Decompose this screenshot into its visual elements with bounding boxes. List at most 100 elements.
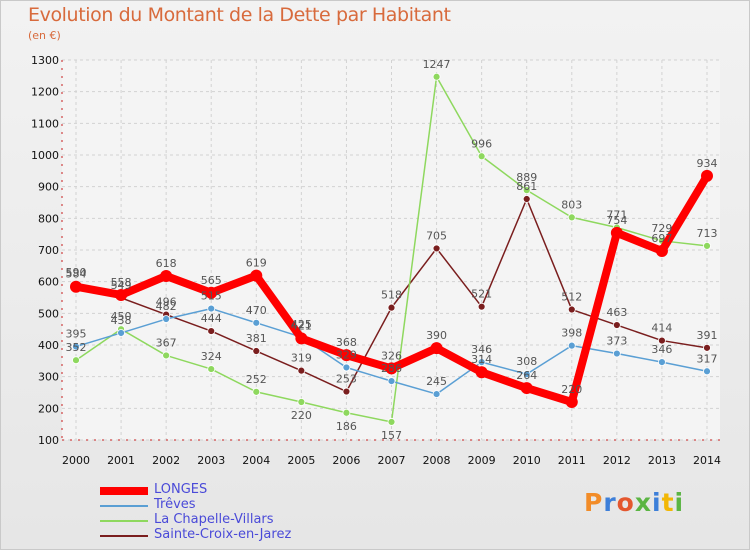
legend-swatch-treves xyxy=(100,505,148,507)
data-label-sainte-croix-en-jarez: 549 xyxy=(111,279,132,292)
data-point-longes xyxy=(295,332,308,345)
data-point-la-chapelle-villars xyxy=(342,408,351,417)
data-label-la-chapelle-villars: 889 xyxy=(516,171,537,184)
y-tick-label: 100 xyxy=(38,434,59,447)
data-point-treves xyxy=(207,304,216,313)
data-point-sainte-croix-en-jarez xyxy=(342,387,351,396)
x-tick-label: 2002 xyxy=(152,454,180,467)
y-tick-label: 200 xyxy=(38,402,59,415)
y-tick-label: 900 xyxy=(38,181,59,194)
y-tick-label: 800 xyxy=(38,212,59,225)
data-label-treves: 425 xyxy=(291,318,312,331)
data-label-treves: 329 xyxy=(336,348,357,361)
data-point-treves xyxy=(72,342,80,351)
data-label-longes: 697 xyxy=(651,232,672,245)
data-label-la-chapelle-villars: 1247 xyxy=(423,58,451,71)
data-label-longes: 754 xyxy=(606,214,627,227)
data-point-sainte-croix-en-jarez xyxy=(522,195,531,203)
data-label-treves: 373 xyxy=(606,335,627,348)
data-label-la-chapelle-villars: 367 xyxy=(156,336,177,349)
data-label-sainte-croix-en-jarez: 861 xyxy=(516,180,537,193)
data-label-sainte-croix-en-jarez: 496 xyxy=(156,296,177,309)
data-label-longes: 421 xyxy=(291,319,312,332)
data-label-la-chapelle-villars: 157 xyxy=(381,429,402,442)
data-point-la-chapelle-villars xyxy=(207,365,216,373)
data-point-treves xyxy=(522,370,531,379)
x-tick-label: 2000 xyxy=(62,454,90,467)
data-point-la-chapelle-villars xyxy=(387,418,396,426)
x-tick-label: 2004 xyxy=(242,454,270,467)
data-point-sainte-croix-en-jarez xyxy=(658,336,666,345)
data-label-sainte-croix-en-jarez: 463 xyxy=(606,306,627,319)
data-label-longes: 584 xyxy=(66,268,87,281)
legend-swatch-sainte-croix-en-jarez xyxy=(100,535,148,537)
y-tick-label: 300 xyxy=(38,371,59,384)
x-tick-label: 2011 xyxy=(558,454,586,467)
data-point-treves xyxy=(342,363,351,372)
data-label-la-chapelle-villars: 996 xyxy=(471,137,492,150)
data-label-treves: 308 xyxy=(516,355,537,368)
data-point-longes xyxy=(655,244,668,257)
data-point-longes xyxy=(250,269,263,282)
data-label-longes: 314 xyxy=(471,353,492,366)
data-point-treves xyxy=(252,318,261,327)
data-label-la-chapelle-villars: 713 xyxy=(697,227,718,240)
data-label-sainte-croix-en-jarez: 391 xyxy=(697,329,718,342)
data-label-treves: 470 xyxy=(246,304,267,317)
data-point-longes xyxy=(115,288,128,301)
data-point-sainte-croix-en-jarez xyxy=(703,343,711,352)
data-point-longes xyxy=(70,280,82,293)
x-tick-label: 2010 xyxy=(513,454,541,467)
data-label-sainte-croix-en-jarez: 319 xyxy=(291,352,312,365)
data-point-sainte-croix-en-jarez xyxy=(297,366,306,375)
legend-swatch-longes xyxy=(100,487,148,495)
data-point-treves xyxy=(387,377,396,386)
data-label-sainte-croix-en-jarez: 444 xyxy=(201,312,222,325)
data-point-sainte-croix-en-jarez xyxy=(612,321,621,329)
data-point-la-chapelle-villars xyxy=(477,152,486,161)
data-label-longes: 934 xyxy=(697,157,718,170)
data-label-treves: 438 xyxy=(111,314,132,327)
data-point-sainte-croix-en-jarez xyxy=(252,347,261,355)
data-point-sainte-croix-en-jarez xyxy=(207,327,216,335)
data-point-longes xyxy=(520,382,533,395)
x-tick-label: 2014 xyxy=(693,454,721,467)
y-tick-label: 1100 xyxy=(31,117,59,130)
data-point-la-chapelle-villars xyxy=(703,241,711,250)
data-label-treves: 398 xyxy=(561,327,582,340)
data-label-treves: 317 xyxy=(697,352,718,365)
data-point-la-chapelle-villars xyxy=(522,186,531,195)
data-label-la-chapelle-villars: 186 xyxy=(336,420,357,433)
data-point-sainte-croix-en-jarez xyxy=(387,303,396,312)
data-point-longes xyxy=(565,396,578,408)
data-point-la-chapelle-villars xyxy=(162,351,171,360)
data-point-treves xyxy=(117,329,125,337)
data-label-sainte-croix-en-jarez: 705 xyxy=(426,229,447,242)
x-tick-label: 2012 xyxy=(603,454,631,467)
data-label-treves: 346 xyxy=(471,343,492,356)
data-label-la-chapelle-villars: 352 xyxy=(66,341,87,354)
data-label-sainte-croix-en-jarez: 253 xyxy=(336,373,357,386)
data-point-longes xyxy=(385,362,398,375)
data-label-treves: 286 xyxy=(381,362,402,375)
legend-label-la-chapelle-villars: La Chapelle-Villars xyxy=(154,512,274,527)
proxiti-logo: Proxiti xyxy=(584,488,685,517)
data-label-sainte-croix-en-jarez: 518 xyxy=(381,289,402,302)
legend-label-sainte-croix-en-jarez: Sainte-Croix-en-Jarez xyxy=(154,527,292,542)
data-point-treves xyxy=(567,341,576,350)
x-tick-label: 2009 xyxy=(468,454,496,467)
data-point-la-chapelle-villars xyxy=(252,387,261,396)
data-point-longes xyxy=(475,366,488,379)
data-label-treves: 482 xyxy=(156,300,177,313)
data-label-longes: 264 xyxy=(516,369,537,382)
y-tick-label: 1300 xyxy=(31,54,59,67)
x-tick-label: 2005 xyxy=(287,454,315,467)
data-point-la-chapelle-villars xyxy=(432,72,441,81)
x-tick-label: 2006 xyxy=(332,454,360,467)
data-point-longes xyxy=(340,349,353,362)
data-label-la-chapelle-villars: 771 xyxy=(606,209,627,222)
y-tick-label: 500 xyxy=(38,307,59,320)
data-point-sainte-croix-en-jarez xyxy=(477,302,486,311)
y-tick-label: 600 xyxy=(38,276,59,289)
